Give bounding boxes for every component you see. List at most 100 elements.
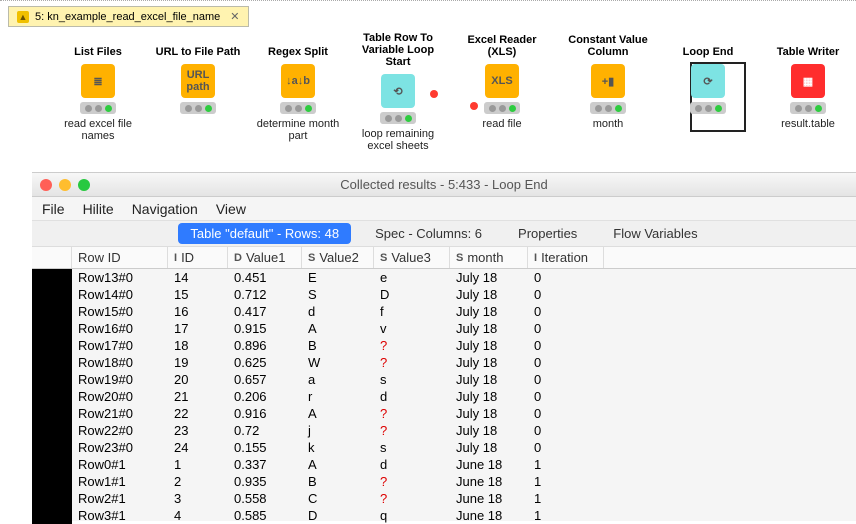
column-header[interactable]: D Value1 [228,247,302,268]
menu-item[interactable]: Navigation [132,201,198,217]
window-titlebar[interactable]: Collected results - 5:433 - Loop End [32,173,856,197]
table-row[interactable]: Row0#110.337AdJune 181 [32,456,856,473]
workflow-node[interactable]: Constant Value Column+▮month [558,32,658,130]
table-row[interactable]: Row2#130.558C?June 181 [32,490,856,507]
table-cell: 0.417 [228,303,302,320]
table-row[interactable]: Row15#0160.417dfJuly 180 [32,303,856,320]
table-cell: e [374,269,450,286]
table-cell: Row2#1 [72,490,168,507]
node-icon[interactable]: ▦ [791,64,825,98]
table-header: Row IDI IDD Value1S Value2S Value3S mont… [32,247,856,269]
row-handle [32,456,72,473]
table-cell: Row17#0 [72,337,168,354]
column-header[interactable]: Row ID [72,247,168,268]
node-icon[interactable]: +▮ [591,64,625,98]
table-row[interactable]: Row19#0200.657asJuly 180 [32,371,856,388]
table-cell: 0 [528,371,604,388]
node-status [80,102,116,114]
table-cell: July 18 [450,422,528,439]
workflow-node[interactable]: Table Row To Variable Loop Start⟲loop re… [348,32,448,152]
table-row[interactable]: Row23#0240.155ksJuly 180 [32,439,856,456]
table-row[interactable]: Row22#0230.72j?July 180 [32,422,856,439]
node-icon[interactable]: ↓a↓b [281,64,315,98]
table-row[interactable]: Row14#0150.712SDJuly 180 [32,286,856,303]
workflow-tab[interactable]: ▲ 5: kn_example_read_excel_file_name ✕ [8,6,249,27]
table-cell: 0 [528,354,604,371]
node-icon[interactable]: ⟲ [381,74,415,108]
view-tab[interactable]: Spec - Columns: 6 [363,223,494,244]
view-tab[interactable]: Properties [506,223,589,244]
table-cell: Row15#0 [72,303,168,320]
table-cell: July 18 [450,354,528,371]
row-handle [32,490,72,507]
table-cell: 15 [168,286,228,303]
close-icon[interactable]: ✕ [230,10,239,23]
workflow-node[interactable]: Table Writer▦result.table [758,32,856,130]
column-header[interactable]: S Value2 [302,247,374,268]
workflow-canvas[interactable]: List Files≣read excel file namesURL to F… [0,32,856,172]
table-cell: k [302,439,374,456]
node-title: Table Row To Variable Loop Start [348,32,448,68]
table-cell: 4 [168,507,228,524]
table-cell: ? [374,473,450,490]
row-handle [32,269,72,286]
view-tab[interactable]: Table "default" - Rows: 48 [178,223,351,244]
workflow-node[interactable]: Excel Reader (XLS)XLSread file [452,32,552,130]
table-cell: Row18#0 [72,354,168,371]
table-cell: 0.657 [228,371,302,388]
node-icon[interactable]: ≣ [81,64,115,98]
node-subtitle: read file [452,118,552,130]
menu-item[interactable]: File [42,201,65,217]
table-cell: July 18 [450,439,528,456]
menu-item[interactable]: Hilite [83,201,114,217]
menu-bar: File Hilite Navigation View [32,197,856,221]
column-header[interactable]: S Value3 [374,247,450,268]
table-row[interactable]: Row21#0220.916A?July 180 [32,405,856,422]
workflow-node[interactable]: List Files≣read excel file names [48,32,148,142]
menu-item[interactable]: View [216,201,246,217]
column-header[interactable]: I Iteration [528,247,604,268]
table-cell: 0.337 [228,456,302,473]
table-row[interactable]: Row20#0210.206rdJuly 180 [32,388,856,405]
table-cell: E [302,269,374,286]
row-handle [32,507,72,524]
table-cell: A [302,405,374,422]
table-cell: 0.72 [228,422,302,439]
table-cell: July 18 [450,303,528,320]
table-cell: 0.451 [228,269,302,286]
table-cell: July 18 [450,286,528,303]
table-cell: 0.625 [228,354,302,371]
row-handle [32,405,72,422]
node-subtitle: result.table [758,118,856,130]
node-title: List Files [48,32,148,58]
table-cell: July 18 [450,405,528,422]
column-header[interactable]: S month [450,247,528,268]
table-cell: Row14#0 [72,286,168,303]
node-title: Constant Value Column [558,32,658,58]
table-cell: f [374,303,450,320]
column-header[interactable]: I ID [168,247,228,268]
node-status [280,102,316,114]
workflow-node[interactable]: URL to File PathURLpath [148,32,248,118]
table-cell: 22 [168,405,228,422]
view-tab[interactable]: Flow Variables [601,223,709,244]
table-cell: 0.558 [228,490,302,507]
table-row[interactable]: Row17#0180.896B?July 180 [32,337,856,354]
table-cell: 0 [528,439,604,456]
node-icon[interactable]: XLS [485,64,519,98]
table-row[interactable]: Row18#0190.625W?July 180 [32,354,856,371]
workflow-node[interactable]: Regex Split↓a↓bdetermine month part [248,32,348,142]
table-row[interactable]: Row3#140.585DqJune 181 [32,507,856,524]
table-row[interactable]: Row1#120.935B?June 181 [32,473,856,490]
row-handle [32,371,72,388]
table-cell: 20 [168,371,228,388]
node-icon[interactable]: ⟳ [691,64,725,98]
node-icon[interactable]: URLpath [181,64,215,98]
table-cell: d [302,303,374,320]
workflow-node[interactable]: Loop End⟳ [658,32,758,118]
table-cell: d [374,456,450,473]
table-cell: 1 [528,490,604,507]
table-row[interactable]: Row13#0140.451EeJuly 180 [32,269,856,286]
table-row[interactable]: Row16#0170.915AvJuly 180 [32,320,856,337]
table-cell: 1 [168,456,228,473]
